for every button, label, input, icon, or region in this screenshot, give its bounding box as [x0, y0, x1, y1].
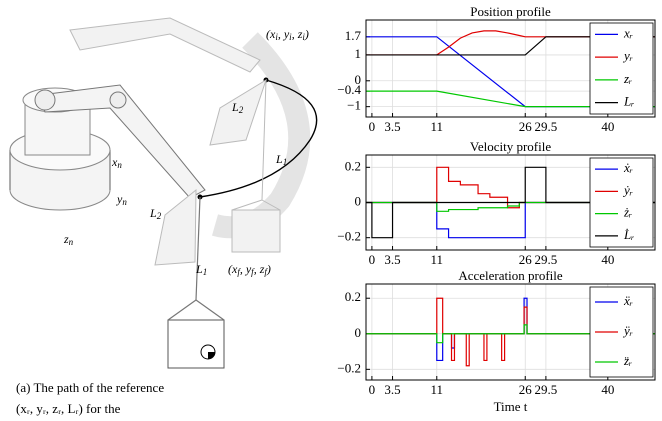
x-tick-label: 3.5 [384, 119, 400, 134]
legend-label: z̈ᵣ [623, 353, 632, 368]
y-tick-label: 0 [355, 193, 362, 208]
legend-label: xᵣ [623, 25, 633, 40]
chart-title: Position profile [470, 4, 551, 19]
x-tick-label: 3.5 [384, 252, 400, 267]
legend-box [590, 23, 653, 114]
y-tick-label: 0.2 [345, 289, 361, 304]
legend-label: ÿᵣ [622, 323, 633, 338]
diagram-label: yn [116, 192, 127, 207]
label-text: , y [278, 27, 290, 41]
legend-label: ẋᵣ [623, 160, 633, 175]
x-tick-label: 3.5 [384, 382, 400, 397]
x-tick-label: 40 [601, 382, 614, 397]
legend-label: yᵣ [622, 48, 633, 63]
caption-line: (a) The path of the reference [16, 380, 164, 395]
legend-label: ẏᵣ [622, 182, 633, 197]
diagram-label: L2 [149, 206, 162, 221]
label-text: ) [266, 262, 271, 276]
label-subscript: 2 [239, 105, 244, 115]
diagram-label: L1 [195, 262, 207, 277]
label-subscript: n [122, 197, 127, 207]
y-tick-label: 0 [355, 325, 362, 340]
diagram-label: L1 [275, 152, 287, 167]
figure: Position profile03.5112629.5401.710−0.4−… [0, 0, 662, 416]
y-tick-label: 0.2 [345, 158, 361, 173]
y-tick-label: −0.2 [337, 360, 361, 375]
label-subscript: n [69, 237, 74, 247]
legend-label: żᵣ [623, 205, 632, 220]
label-text: ) [304, 27, 309, 41]
x-tick-label: 26 [519, 252, 533, 267]
y-tick-label: −1 [347, 98, 361, 113]
legend-label: Lᵣ [623, 94, 634, 109]
label-text: , z [292, 27, 303, 41]
label-subscript: n [117, 160, 122, 170]
legend-label: zᵣ [623, 71, 632, 86]
diagram-label: zn [63, 232, 74, 247]
diagram-label: (xf, yf, zf) [228, 262, 271, 277]
x-axis-label: Time t [494, 399, 528, 414]
diagram-label: (xi, yi, zi) [266, 27, 309, 42]
label-text: , z [254, 262, 265, 276]
y-tick-label: −0.4 [337, 82, 361, 97]
x-tick-label: 11 [431, 119, 444, 134]
y-tick-label: −0.2 [337, 229, 361, 244]
legend-box [590, 158, 653, 247]
chart-title: Velocity profile [470, 139, 551, 154]
legend-label: ẍᵣ [623, 293, 633, 308]
chart-title: Acceleration profile [458, 268, 563, 283]
legend-label: L̇ᵣ [623, 227, 634, 242]
page: {"figure": { "labels": [["(x","i",", y",… [0, 0, 662, 416]
x-tick-label: 40 [601, 252, 614, 267]
label-subscript: 1 [203, 267, 208, 277]
label-subscript: 1 [283, 157, 288, 167]
x-tick-label: 11 [431, 252, 444, 267]
x-tick-label: 0 [369, 252, 376, 267]
y-tick-label: 1.7 [345, 28, 362, 43]
x-tick-label: 29.5 [535, 119, 558, 134]
label-subscript: 2 [157, 211, 162, 221]
y-tick-label: 1 [355, 46, 362, 61]
x-tick-label: 0 [369, 119, 376, 134]
x-tick-label: 26 [519, 119, 533, 134]
x-tick-label: 26 [519, 382, 533, 397]
x-tick-label: 11 [431, 382, 444, 397]
x-tick-label: 29.5 [535, 252, 558, 267]
diagram-label: xn [111, 155, 122, 170]
crane-illustration [10, 18, 317, 368]
x-tick-label: 0 [369, 382, 376, 397]
x-tick-label: 29.5 [535, 382, 558, 397]
label-text: , y [240, 262, 252, 276]
x-tick-label: 40 [601, 119, 614, 134]
caption-line: (xᵣ, yᵣ, zᵣ, Lᵣ) for the [16, 401, 121, 416]
